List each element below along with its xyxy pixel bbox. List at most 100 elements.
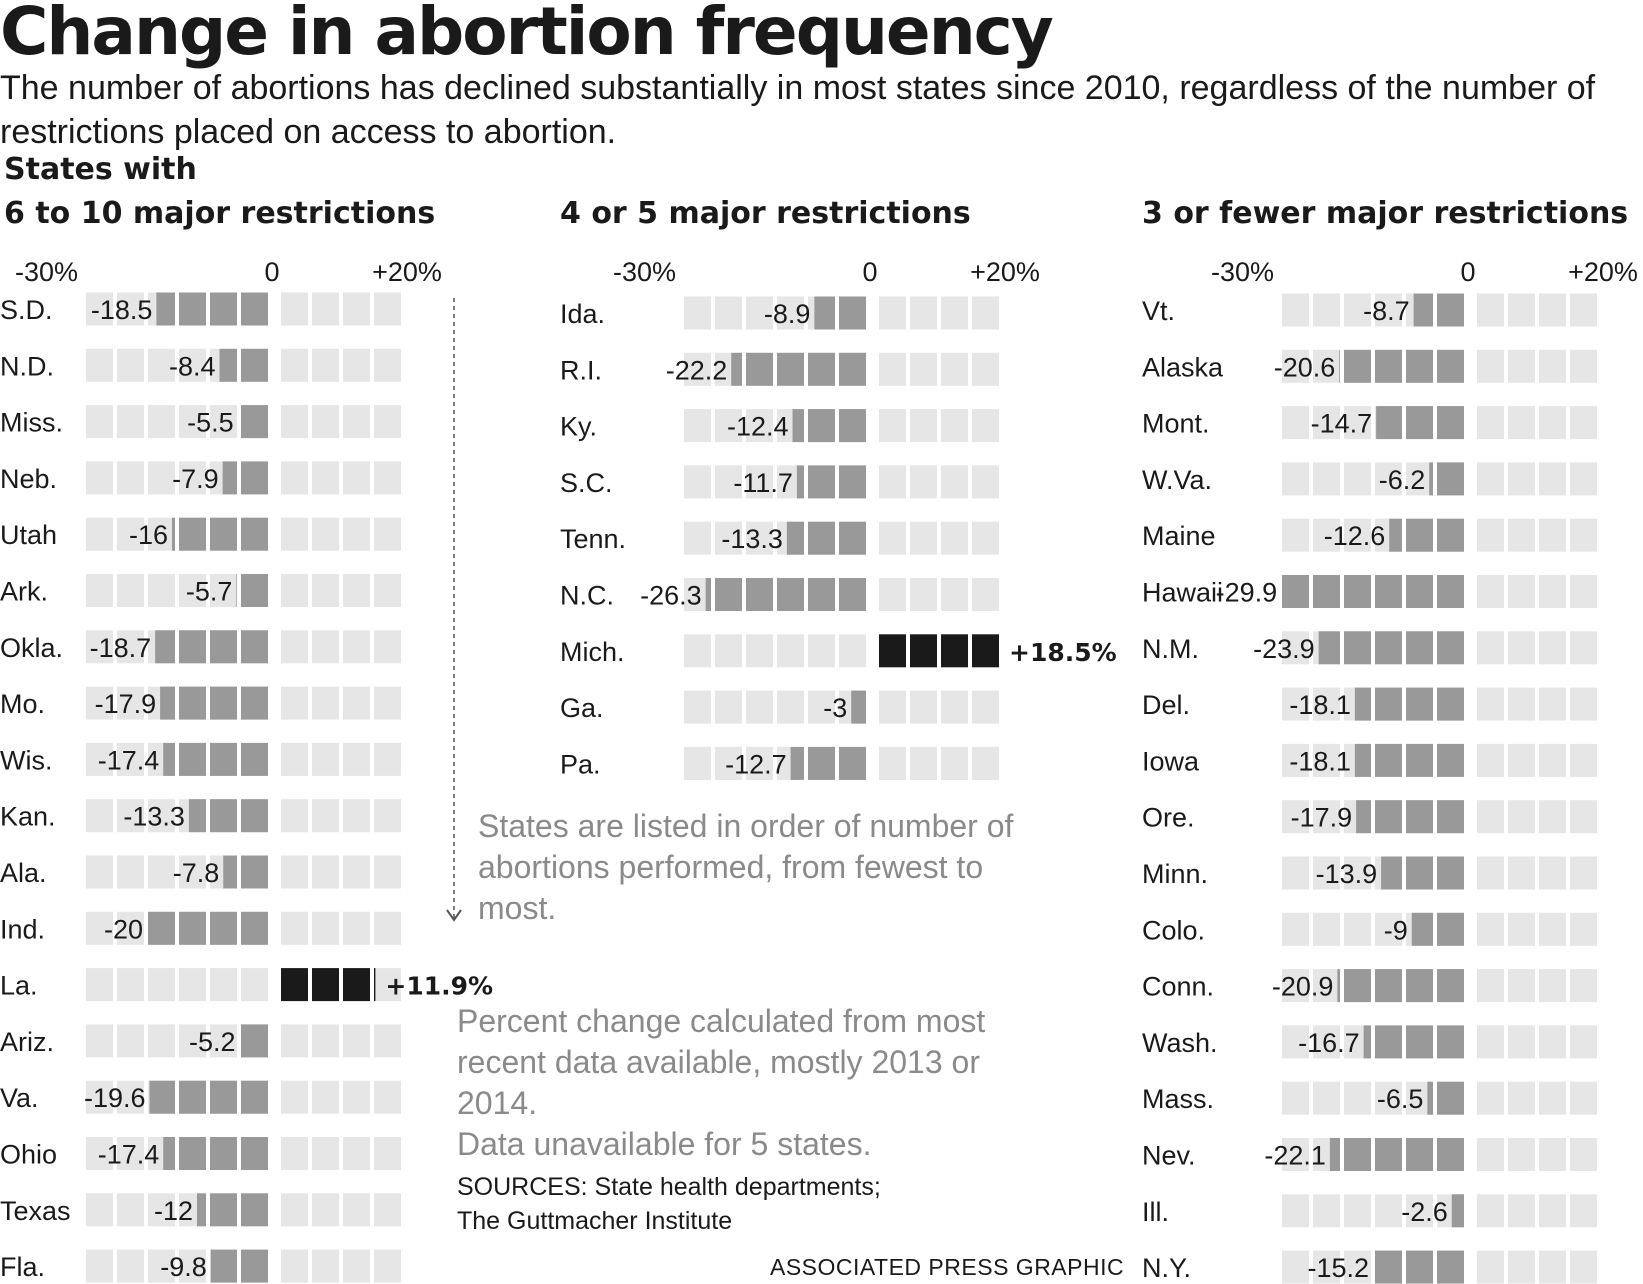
increase-bar-p0-12-1	[312, 968, 339, 1002]
bg-cell-p2-1-p3	[1570, 349, 1597, 383]
decline-bar-p1-7-0	[851, 690, 866, 724]
axis-tick-label-p0-1: 0	[264, 257, 279, 287]
bg-cell-p2-0-p3	[1570, 293, 1597, 327]
bg-cell-p0-11-p3	[374, 911, 401, 945]
state-label-p1-1: R.I.	[560, 355, 602, 385]
bg-cell-p1-2-p2	[941, 409, 968, 443]
bg-cell-p2-17-n5	[1282, 1250, 1309, 1284]
bg-cell-p0-9-n3	[148, 799, 175, 833]
decline-bar-p2-2-2	[1376, 406, 1402, 440]
bg-cell-p0-5-n2	[179, 574, 206, 607]
bg-cell-p0-7-n4	[117, 686, 144, 720]
bg-cell-p1-7-n4	[715, 690, 742, 724]
decline-bar-p2-1-2	[1375, 349, 1402, 383]
state-label-p0-3: Neb.	[0, 464, 57, 494]
axis-tick-label-p0-2: +20%	[372, 257, 442, 287]
bg-cell-p2-4-n4	[1313, 518, 1340, 552]
value-label-p0-10: -7.8	[173, 858, 220, 888]
sources-note: SOURCES: State health departments; The G…	[457, 1170, 881, 1238]
bg-cell-p2-2-n3	[1344, 406, 1371, 440]
decline-bar-p1-2-1	[808, 409, 835, 443]
bg-cell-p0-4-p1	[312, 517, 339, 551]
bg-cell-p2-5-p0	[1477, 575, 1504, 608]
value-label-p1-1: -22.2	[666, 355, 728, 385]
decline-bar-p0-11-3	[148, 911, 175, 945]
bg-cell-p0-13-p0	[281, 1024, 308, 1058]
state-label-p2-10: Minn.	[1142, 859, 1208, 889]
bg-cell-p2-13-p1	[1508, 1025, 1535, 1059]
bg-cell-p2-0-p1	[1508, 293, 1535, 327]
bg-cell-p1-3-p2	[941, 465, 968, 499]
bg-cell-p2-11-n4	[1313, 912, 1340, 946]
bg-cell-p1-1-p0	[879, 352, 906, 386]
state-label-p0-15: Ohio	[0, 1140, 57, 1170]
decline-bar-p2-16-0	[1451, 1194, 1464, 1228]
bg-cell-p2-10-n4	[1313, 856, 1340, 890]
state-label-p0-17: Fla.	[0, 1252, 45, 1282]
decline-bar-p2-7-3	[1354, 687, 1371, 721]
bg-cell-p2-2-p2	[1539, 406, 1566, 440]
decline-bar-p0-4-0	[241, 517, 268, 551]
value-label-p2-8: -18.1	[1289, 746, 1351, 776]
bg-cell-p0-8-p0	[281, 742, 308, 776]
axis-tick-label-p1-1: 0	[862, 257, 877, 287]
bg-cell-p1-1-p3	[972, 352, 999, 386]
bg-cell-p2-16-p2	[1539, 1194, 1566, 1228]
state-label-p2-6: N.M.	[1142, 634, 1199, 664]
calculation-note: Percent change calculated from most rece…	[457, 1003, 986, 1121]
bg-cell-p2-16-p3	[1570, 1194, 1597, 1228]
bg-cell-p2-17-p1	[1508, 1250, 1535, 1284]
decline-bar-p0-14-1	[210, 1080, 237, 1114]
decline-bar-p2-5-0	[1437, 575, 1464, 608]
bg-cell-p0-0-p1	[312, 292, 339, 326]
value-label-p1-2: -12.4	[727, 412, 789, 442]
bg-cell-p0-4-n5	[86, 517, 113, 551]
decline-bar-p2-7-2	[1375, 687, 1402, 721]
decline-bar-p1-1-2	[777, 352, 804, 386]
bg-cell-p2-17-p2	[1539, 1250, 1566, 1284]
decline-bar-p2-6-1	[1406, 631, 1433, 665]
bg-cell-p2-14-n4	[1313, 1081, 1340, 1115]
bg-cell-p2-7-n4	[1313, 687, 1340, 721]
decline-bar-p2-15-2	[1375, 1138, 1402, 1171]
bg-cell-p0-3-n2	[179, 461, 206, 495]
decline-bar-p0-17-0	[241, 1249, 268, 1283]
column-title-few-restrictions: 3 or fewer major restrictions	[1142, 196, 1629, 231]
decline-bar-p0-8-1	[210, 742, 237, 776]
decline-bar-p2-5-2	[1375, 575, 1402, 608]
bg-cell-p2-8-p2	[1539, 743, 1566, 777]
bg-cell-p0-9-p0	[281, 799, 308, 833]
decline-bar-p2-4-0	[1437, 518, 1464, 552]
bg-cell-p0-2-n1	[210, 405, 237, 439]
bg-cell-p0-17-n5	[86, 1249, 113, 1283]
bg-cell-p1-3-n3	[746, 465, 773, 499]
bg-cell-p0-12-n5	[86, 968, 113, 1002]
bg-cell-p1-6-n4	[715, 634, 742, 668]
value-label-p2-10: -13.9	[1316, 859, 1378, 889]
bg-cell-p1-7-n1	[808, 690, 835, 724]
state-label-p1-0: Ida.	[560, 299, 605, 329]
bg-cell-p2-6-p1	[1508, 631, 1535, 665]
bg-cell-p1-0-n2	[777, 296, 804, 330]
bg-cell-p0-15-p3	[374, 1137, 401, 1170]
decline-bar-p0-16-2	[197, 1193, 206, 1227]
bg-cell-p2-3-n2	[1375, 462, 1402, 496]
decline-bar-p2-15-4	[1329, 1138, 1340, 1171]
bg-cell-p1-3-n5	[684, 465, 711, 499]
bg-cell-p0-7-p0	[281, 686, 308, 720]
decline-bar-p1-5-5	[705, 578, 711, 611]
decline-bar-p1-3-0	[839, 465, 866, 499]
bg-cell-p1-8-n5	[684, 746, 711, 780]
bg-cell-p0-3-p1	[312, 461, 339, 495]
bg-cell-p0-11-n5	[86, 911, 113, 945]
bg-cell-p0-7-p1	[312, 686, 339, 720]
bg-cell-p0-2-n2	[179, 405, 206, 439]
decline-bar-p0-5-0	[241, 574, 268, 607]
bg-cell-p2-6-p3	[1570, 631, 1597, 665]
bg-cell-p0-0-p3	[374, 292, 401, 326]
value-label-p0-16: -12	[154, 1196, 193, 1226]
bg-cell-p2-9-p0	[1477, 800, 1504, 834]
value-label-p0-6: -18.7	[90, 633, 152, 663]
decline-bar-p0-15-3	[163, 1137, 175, 1170]
bg-cell-p2-15-p3	[1570, 1138, 1597, 1171]
